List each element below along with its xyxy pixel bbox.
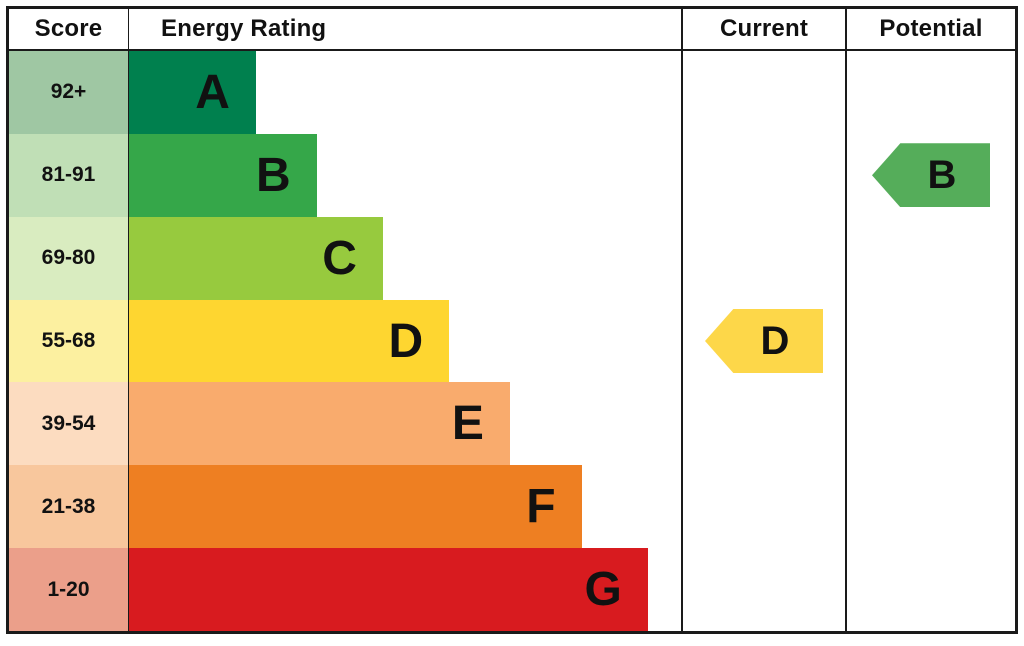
rating-cell: C: [129, 216, 681, 300]
band-row-g: 1-20 G: [9, 548, 1015, 632]
rating-letter: F: [526, 480, 556, 534]
band-row-c: 69-80 C: [9, 216, 1015, 300]
rating-bar: C: [129, 216, 383, 300]
rating-letter: B: [256, 148, 291, 202]
current-cell: D: [681, 299, 845, 383]
rating-cell: B: [129, 133, 681, 217]
epc-energy-rating-chart: Score Energy Rating Current Potential 92…: [6, 6, 1018, 634]
current-cell: [681, 133, 845, 217]
score-cell: 92+: [9, 51, 129, 134]
rating-cell: G: [129, 548, 681, 632]
current-cell: [681, 216, 845, 300]
potential-cell: B: [845, 133, 1015, 217]
current-cell: [681, 382, 845, 466]
potential-cell: [845, 216, 1015, 300]
rating-cell: E: [129, 382, 681, 466]
band-row-d: 55-68 D D: [9, 299, 1015, 383]
rating-bar: D: [129, 299, 450, 383]
potential-rating-marker: B: [872, 143, 990, 208]
band-row-e: 39-54 E: [9, 382, 1015, 466]
score-label: 1-20: [47, 577, 90, 601]
potential-rating-letter: B: [927, 152, 957, 197]
rating-bar: G: [129, 548, 648, 632]
score-cell: 81-91: [9, 133, 129, 217]
potential-cell: [845, 51, 1015, 134]
score-label: 55-68: [41, 329, 96, 352]
potential-cell: [845, 548, 1015, 632]
rating-letter: D: [388, 314, 424, 368]
rating-cell: A: [129, 51, 681, 134]
current-cell: [681, 548, 845, 632]
score-label: 21-38: [41, 494, 96, 518]
band-row-a: 92+ A: [9, 51, 1015, 134]
rating-letter: C: [322, 231, 357, 285]
column-header-current: Current: [681, 9, 845, 49]
current-cell: [681, 51, 845, 134]
rating-cell: D: [129, 299, 681, 383]
score-cell: 39-54: [9, 382, 129, 466]
score-label: 39-54: [41, 411, 96, 435]
potential-cell: [845, 299, 1015, 383]
rating-bar: A: [129, 51, 256, 134]
score-label: 81-91: [41, 163, 96, 187]
current-cell: [681, 465, 845, 549]
rating-letter: E: [451, 397, 484, 451]
band-row-b: 81-91 B B: [9, 133, 1015, 217]
column-header-energy-rating: Energy Rating: [161, 15, 327, 42]
score-cell: 1-20: [9, 548, 129, 632]
rating-bar: B: [129, 133, 317, 217]
score-cell: 69-80: [9, 216, 129, 300]
current-rating-letter: D: [760, 318, 790, 363]
score-cell: 21-38: [9, 465, 129, 549]
score-cell: 55-68: [9, 299, 129, 383]
current-rating-marker: D: [705, 309, 823, 373]
column-header-score: Score: [9, 9, 129, 49]
rating-bar: E: [129, 382, 510, 466]
rating-letter: G: [584, 563, 622, 617]
rating-bar: F: [129, 465, 582, 549]
rating-cell: F: [129, 465, 681, 549]
rating-letter: A: [195, 65, 230, 119]
potential-cell: [845, 465, 1015, 549]
header-row: Score Energy Rating Current Potential: [9, 9, 1015, 51]
column-header-potential: Potential: [845, 9, 1015, 49]
score-label: 69-80: [41, 246, 96, 270]
score-label: 92+: [50, 80, 87, 104]
potential-cell: [845, 382, 1015, 466]
band-row-f: 21-38 F: [9, 465, 1015, 549]
